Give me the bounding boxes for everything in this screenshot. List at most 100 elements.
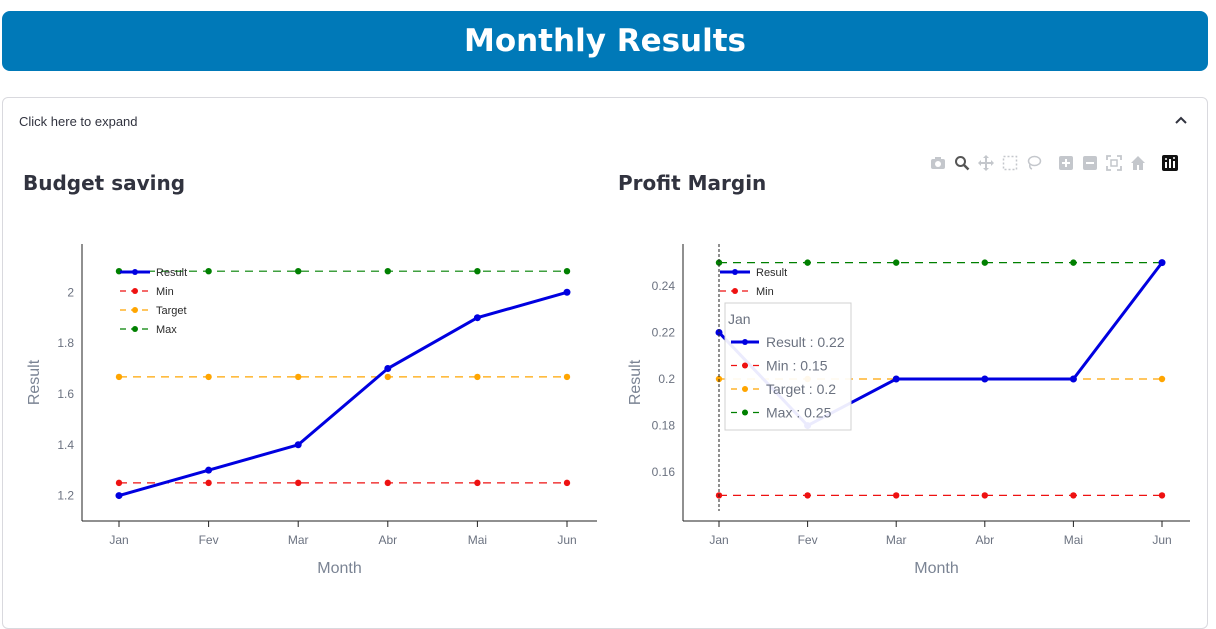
legend: Result Min	[720, 267, 787, 298]
x-tick-label: Abr	[975, 533, 994, 547]
y-tick-label: 1.2	[57, 489, 74, 503]
data-point-result	[473, 314, 481, 322]
data-point-target	[384, 373, 391, 381]
x-tick-label: Abr	[378, 533, 397, 547]
data-point-result	[1069, 375, 1077, 383]
chevron-up-icon[interactable]	[1173, 112, 1189, 128]
x-tick-label: Mai	[468, 533, 487, 547]
zoom-out-icon[interactable]	[1078, 153, 1102, 173]
data-point-target	[474, 373, 481, 381]
legend-marker-result	[732, 269, 738, 275]
data-point-result	[981, 375, 989, 383]
data-point-max	[295, 267, 302, 275]
zoom-icon[interactable]	[950, 153, 974, 173]
x-tick-label: Mar	[886, 533, 907, 547]
y-tick-label: 0.18	[652, 419, 676, 433]
page-title: Monthly Results	[463, 23, 747, 59]
pan-icon[interactable]	[974, 153, 998, 173]
y-tick-label: 1.8	[57, 336, 74, 350]
hover-line-result: Result : 0.22	[766, 334, 845, 350]
hover-marker-result	[742, 339, 748, 345]
x-tick-label: Jan	[709, 533, 728, 547]
hover-category: Jan	[728, 311, 751, 327]
legend-item-min: Min	[156, 286, 174, 298]
data-point-target	[115, 373, 123, 381]
x-tick-label: Fev	[798, 533, 818, 547]
hover-line-max: Max : 0.25	[766, 405, 832, 421]
data-point-result	[115, 492, 123, 500]
data-point-max	[981, 259, 988, 266]
data-point-min	[205, 479, 212, 487]
y-tick-label: 2	[67, 285, 74, 299]
data-point-max	[205, 267, 212, 275]
data-point-result	[294, 441, 302, 449]
hover-line-min: Min : 0.15	[766, 358, 828, 374]
camera-icon[interactable]	[926, 153, 950, 173]
y-tick-label: 0.16	[652, 465, 676, 479]
data-point-min	[981, 492, 988, 499]
y-tick-label: 1.4	[57, 438, 74, 452]
legend-item-target: Target	[156, 305, 187, 317]
hover-marker-target	[742, 386, 748, 392]
autoscale-icon[interactable]	[1102, 153, 1126, 173]
hover-marker-min	[742, 362, 748, 369]
hover-marker-max	[742, 409, 748, 416]
y-tick-label: 0.24	[652, 279, 676, 293]
x-axis-label: Month	[914, 560, 958, 577]
data-point-min	[893, 492, 900, 499]
legend-item-min: Min	[756, 286, 774, 298]
x-tick-label: Mai	[1064, 533, 1083, 547]
legend-marker-min	[132, 288, 138, 294]
data-point-result	[205, 466, 213, 474]
profit-margin-title: Profit Margin	[618, 171, 767, 195]
data-point-max	[893, 259, 900, 266]
y-tick-label: 0.2	[658, 372, 675, 386]
y-axis-label: Result	[627, 359, 644, 405]
x-axis-label: Month	[317, 560, 361, 577]
data-point-max	[804, 259, 811, 266]
plotly-logo-icon[interactable]	[1158, 153, 1182, 173]
x-tick-label: Mar	[288, 533, 309, 547]
hover-tooltip: Jan Result : 0.22 Min : 0.15 Target : 0.2 Ma…	[724, 302, 852, 431]
data-point-min	[295, 479, 302, 487]
data-point-min	[384, 479, 391, 487]
data-point-max	[1070, 259, 1077, 266]
legend: Result Min Target Max	[120, 267, 187, 336]
data-point-result	[384, 365, 392, 373]
data-point-min	[1070, 492, 1077, 499]
data-point-target	[295, 373, 302, 381]
data-point-max	[563, 267, 571, 275]
legend-item-result: Result	[756, 267, 787, 279]
x-tick-label: Jan	[109, 533, 128, 547]
data-point-min	[115, 479, 123, 487]
data-point-max	[474, 267, 481, 275]
legend-marker-min	[732, 288, 738, 294]
expander-panel	[2, 97, 1208, 629]
budget-saving-title: Budget saving	[23, 171, 186, 195]
data-point-target	[205, 373, 212, 381]
data-point-max	[384, 267, 391, 275]
legend-item-result: Result	[156, 267, 187, 279]
data-point-result	[563, 288, 571, 296]
reset-axes-icon[interactable]	[1126, 153, 1150, 173]
box-select-icon[interactable]	[998, 153, 1022, 173]
lasso-icon[interactable]	[1022, 153, 1046, 173]
zoom-in-icon[interactable]	[1054, 153, 1078, 173]
y-tick-label: 0.22	[652, 325, 676, 339]
y-axis-label: Result	[26, 359, 43, 405]
data-point-min	[474, 479, 481, 487]
series-line-result	[118, 290, 568, 498]
x-tick-label: Jun	[1152, 533, 1171, 547]
hover-line-target: Target : 0.2	[766, 381, 836, 397]
data-point-target	[563, 373, 571, 381]
data-point-max	[715, 259, 723, 266]
y-tick-label: 1.6	[57, 387, 74, 401]
data-point-result	[715, 328, 723, 336]
legend-item-max: Max	[156, 324, 177, 336]
budget-saving-chart[interactable]: 1.2 1.4 1.6 1.8 2 Jan Fev Mar Abr Mai Jun Month Resu…	[0, 230, 600, 585]
profit-margin-chart[interactable]: 0.16 0.18 0.2 0.22 0.24 Jan Fev Mar Abr Mai Jun Mon…	[600, 230, 1200, 585]
data-point-min	[1158, 492, 1166, 499]
legend-marker-result	[132, 269, 138, 275]
expander-label[interactable]: Click here to expand	[19, 114, 138, 129]
legend-marker-target	[132, 307, 138, 313]
